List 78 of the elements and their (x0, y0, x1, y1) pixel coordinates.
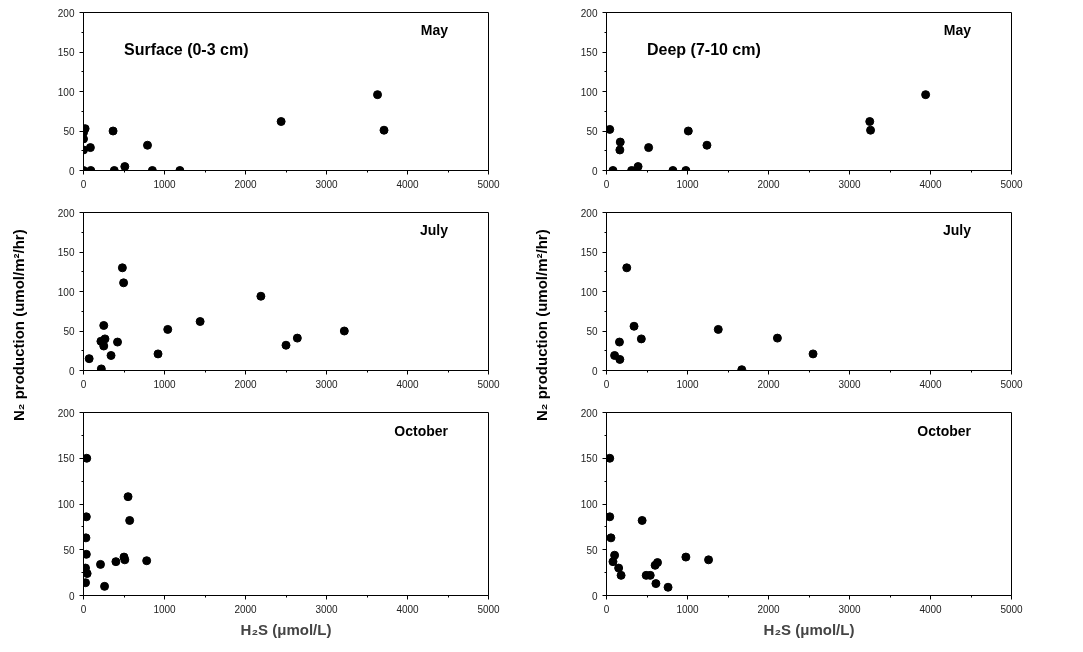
text: October (394, 423, 449, 440)
y-tick-label: 0 (68, 165, 75, 177)
x-tick-label: 4000 (396, 378, 420, 390)
x-tick-label: 4000 (919, 603, 943, 615)
x-tick-label: 2000 (234, 378, 258, 390)
x-tick-label: 3000 (838, 378, 862, 390)
x-tick-label: 0 (603, 378, 610, 390)
y-tick-label: 0 (591, 590, 598, 602)
x-tick-label: 2000 (234, 178, 258, 190)
x-tick-label: 4000 (919, 378, 943, 390)
x-tick-label: 3000 (315, 378, 339, 390)
y-tick-label: 0 (68, 365, 75, 377)
y-tick-label: 100 (580, 499, 598, 510)
y-tick-label: 50 (63, 544, 75, 556)
y-tick-label: 100 (580, 86, 598, 98)
y-tick-label: 200 (580, 7, 598, 19)
y-tick-label: 50 (586, 326, 598, 337)
x-axis-title: H₂S (μmol/L) (240, 620, 332, 638)
x-tick-label: 5000 (1000, 603, 1024, 615)
y-tick-label: 50 (586, 126, 598, 137)
x-tick-label: 5000 (477, 603, 501, 615)
x-tick-label: 5000 (477, 178, 501, 190)
y-tick-label: 150 (580, 453, 598, 465)
y-tick-label: 100 (57, 286, 75, 298)
x-tick-label: 3000 (838, 178, 862, 190)
x-tick-label: 4000 (919, 178, 943, 190)
y-tick-label: 150 (57, 453, 75, 465)
y-tick-label: 200 (580, 407, 598, 419)
annotation: Deep (7-10 cm) (647, 40, 761, 58)
x-tick-label: 5000 (477, 378, 501, 390)
y-tick-label: 50 (586, 544, 598, 556)
x-tick-label: 1000 (153, 603, 177, 615)
y-tick-label: 100 (57, 86, 75, 98)
text: July (942, 221, 972, 238)
annotation: Surface (0-3 cm) (124, 40, 249, 58)
y-tick-label: 200 (57, 407, 75, 419)
x-tick-label: 5000 (1000, 378, 1024, 390)
x-tick-label: 0 (80, 603, 87, 615)
x-tick-label: 2000 (234, 603, 258, 615)
y-tick-label: 0 (591, 165, 598, 177)
text: May (420, 21, 449, 38)
x-tick-label: 0 (80, 178, 87, 190)
y-tick-label: 200 (580, 207, 598, 219)
x-tick-label: 2000 (757, 378, 781, 390)
x-tick-label: 3000 (838, 603, 862, 615)
x-tick-label: 4000 (396, 178, 420, 190)
y-tick-label: 150 (57, 247, 75, 258)
y-tick-label: 200 (57, 207, 75, 219)
x-tick-label: 3000 (315, 603, 339, 615)
text: May (943, 21, 972, 38)
x-axis-title: H₂S (μmol/L) (763, 620, 855, 638)
text: July (419, 221, 449, 238)
x-tick-label: 1000 (153, 378, 177, 390)
x-tick-label: 3000 (315, 178, 339, 190)
y-tick-label: 0 (68, 590, 75, 602)
x-tick-label: 2000 (757, 603, 781, 615)
y-tick-label: 50 (63, 126, 75, 137)
x-tick-label: 1000 (676, 178, 700, 190)
y-tick-label: 150 (57, 47, 75, 58)
y-tick-label: 150 (580, 47, 598, 58)
y-axis-title: N₂ production (umol/m²/hr) (532, 229, 552, 421)
y-axis-title: N₂ production (umol/m²/hr) (9, 229, 29, 421)
x-tick-label: 1000 (676, 603, 700, 615)
x-tick-label: 1000 (153, 178, 177, 190)
y-tick-label: 150 (580, 247, 598, 258)
x-tick-label: 1000 (676, 378, 700, 390)
text: October (917, 423, 972, 440)
y-tick-label: 100 (580, 286, 598, 298)
x-tick-label: 0 (603, 603, 610, 615)
y-tick-label: 0 (591, 365, 598, 377)
x-tick-label: 0 (603, 178, 610, 190)
x-tick-label: 2000 (757, 178, 781, 190)
y-tick-label: 100 (57, 499, 75, 510)
y-tick-label: 200 (57, 7, 75, 19)
x-tick-label: 0 (80, 378, 87, 390)
y-tick-label: 50 (63, 326, 75, 337)
x-tick-label: 5000 (1000, 178, 1024, 190)
x-tick-label: 4000 (396, 603, 420, 615)
